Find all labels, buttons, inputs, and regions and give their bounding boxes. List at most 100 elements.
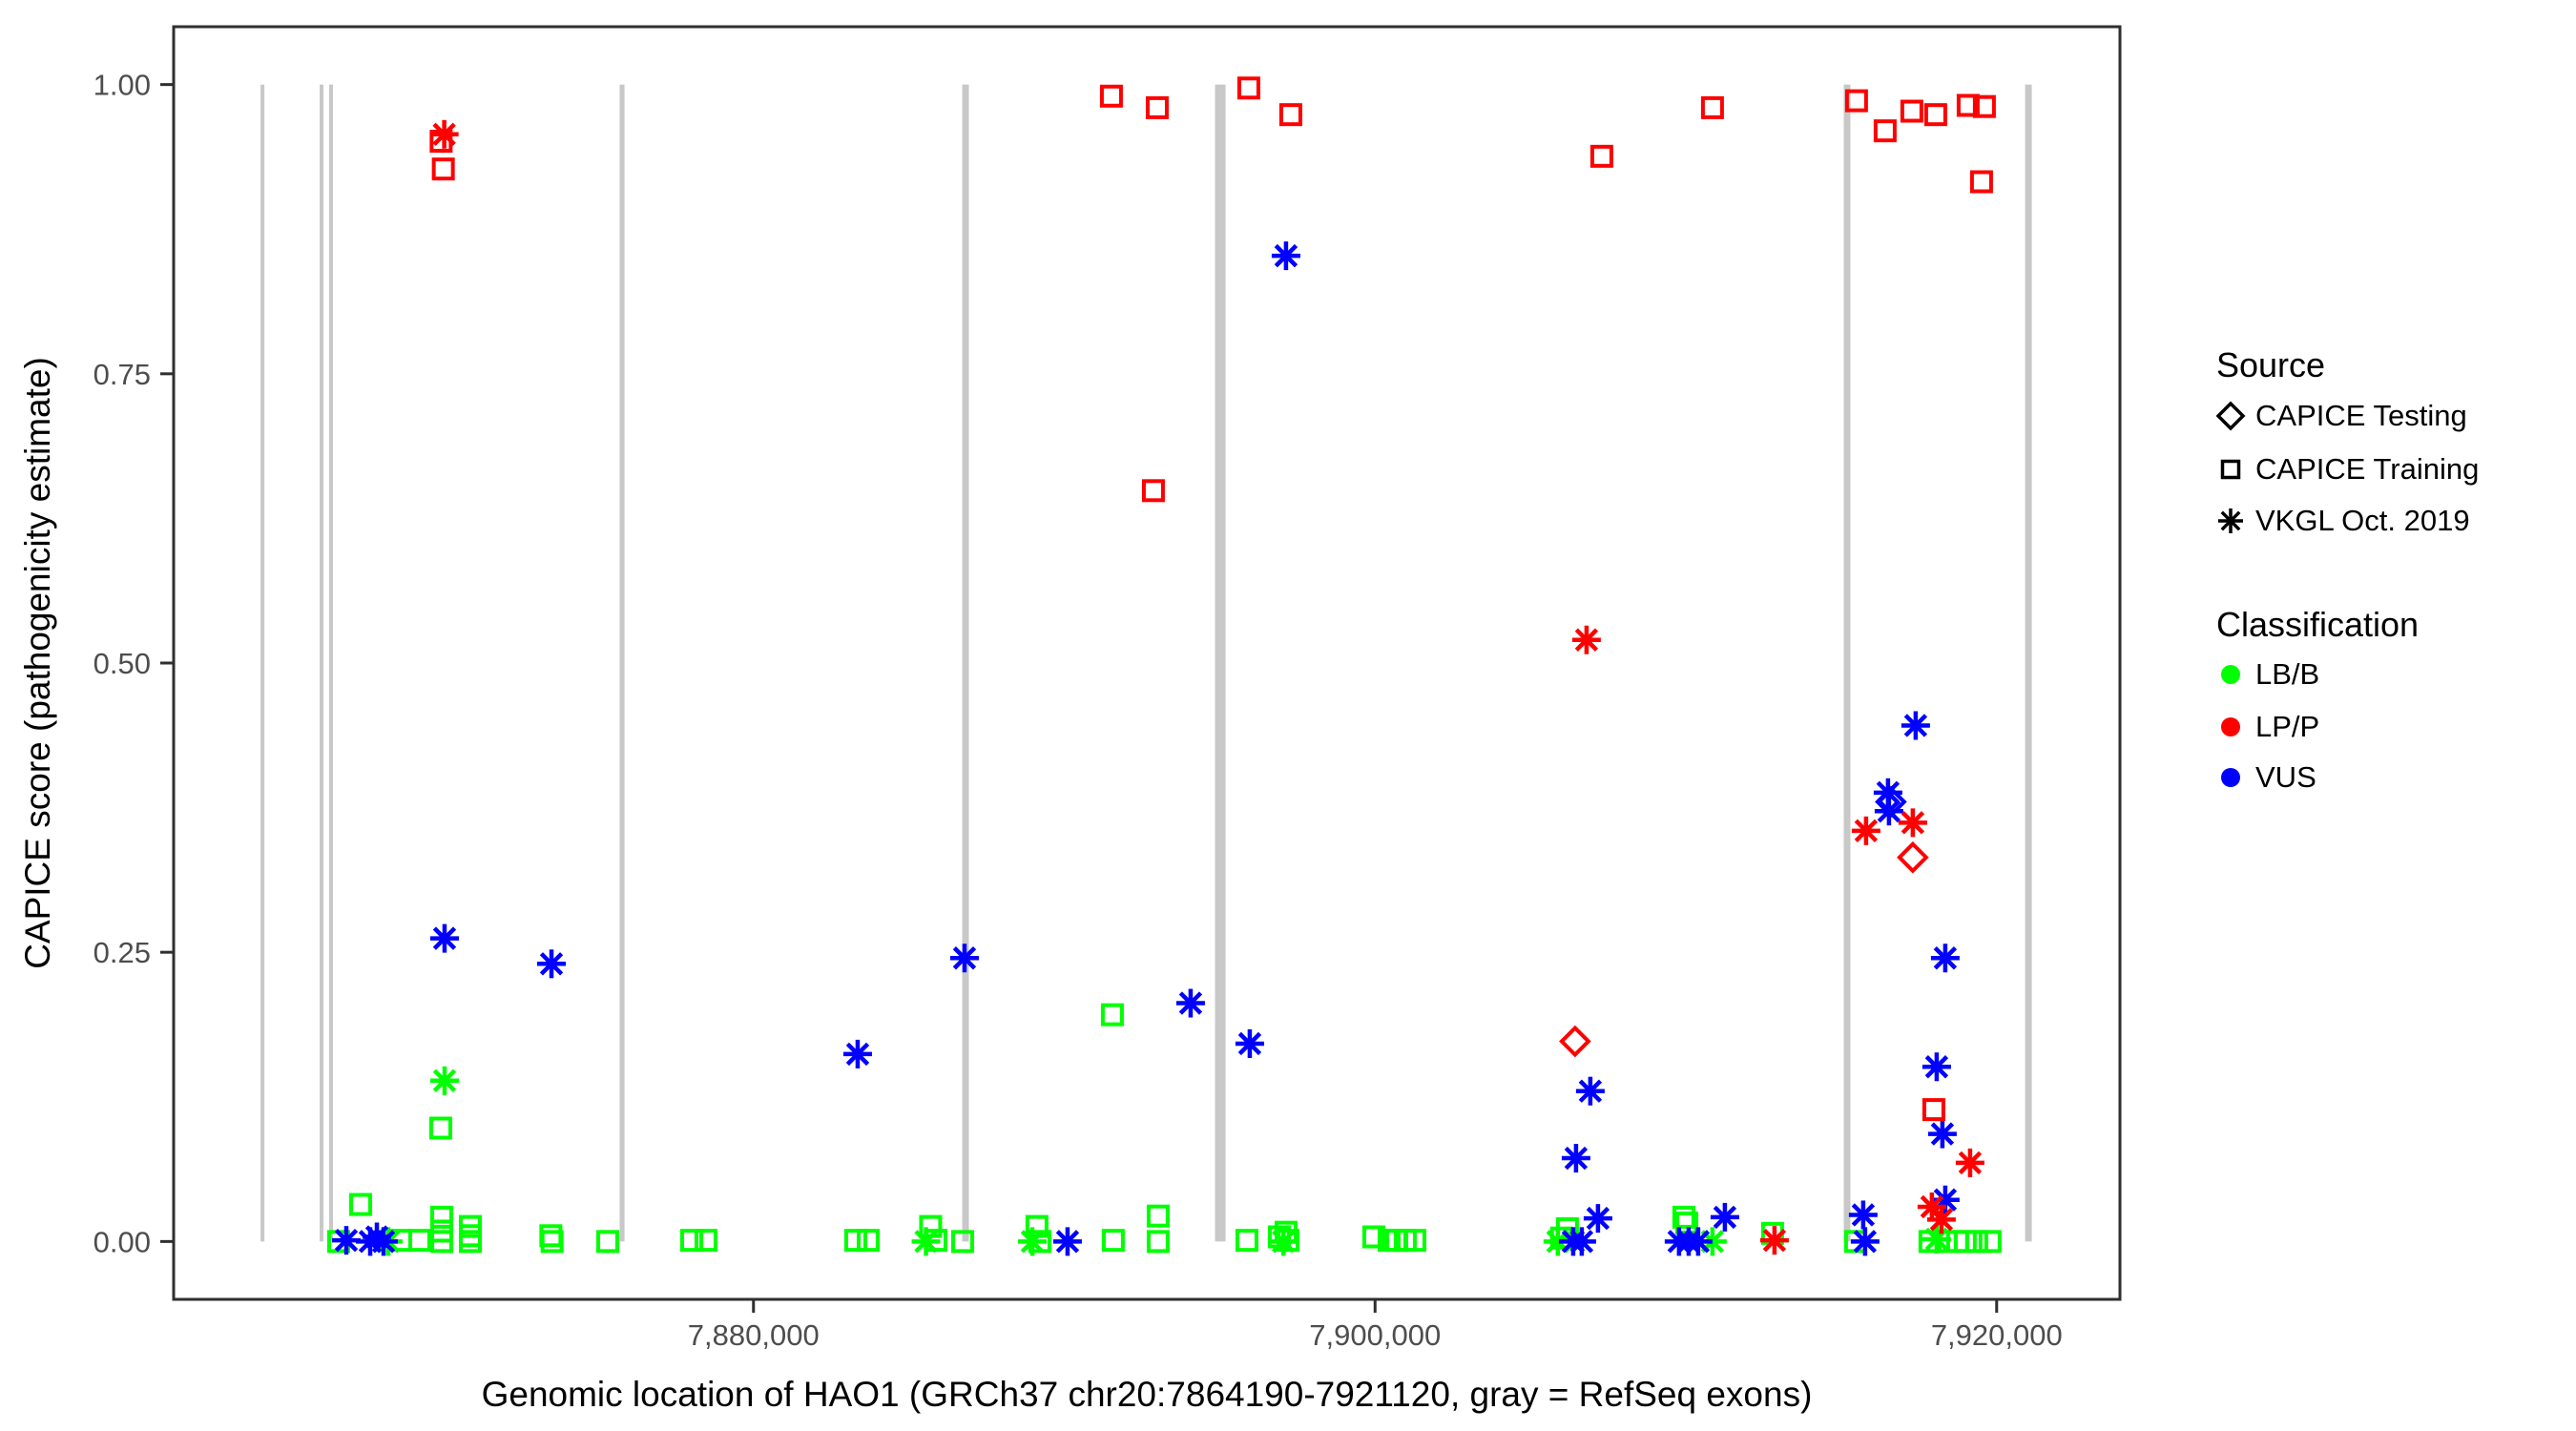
y-tick-label: 0.25: [93, 936, 151, 969]
data-point: [429, 119, 459, 149]
data-point: [1972, 94, 1996, 118]
data-point: [1926, 1205, 1956, 1234]
data-points-layer: [327, 76, 2002, 1256]
data-point: [1978, 1230, 2002, 1254]
data-point: [1759, 1226, 1789, 1255]
x-tick-label: 7,880,000: [688, 1318, 820, 1352]
exon-bars-layer: [260, 84, 2032, 1242]
data-point: [1930, 944, 1960, 973]
data-point: [1922, 1052, 1951, 1082]
data-point: [1589, 144, 1613, 168]
data-point: [1145, 95, 1169, 119]
data-point: [1922, 1098, 1945, 1122]
data-point: [679, 1229, 703, 1253]
data-point: [1099, 84, 1123, 108]
data-point: [1683, 1227, 1713, 1256]
data-point: [1900, 99, 1923, 123]
data-point: [1402, 1229, 1426, 1253]
data-point: [1235, 1028, 1264, 1058]
y-tick-label: 0.75: [93, 358, 151, 391]
data-point: [1559, 1025, 1591, 1058]
y-axis-title: CAPICE score (pathogenicity estimate): [18, 357, 57, 969]
data-point: [1710, 1202, 1739, 1232]
data-point: [331, 1226, 361, 1255]
data-point: [1028, 1230, 1051, 1254]
data-point: [458, 1230, 482, 1254]
data-point: [1897, 840, 1929, 874]
data-point: [349, 1192, 373, 1216]
exon-bar: [962, 84, 969, 1242]
data-point: [1956, 93, 1980, 117]
data-point: [1875, 785, 1907, 819]
data-point: [429, 1230, 453, 1254]
data-point: [1844, 89, 1868, 113]
data-point: [924, 1229, 947, 1253]
x-tick-label: 7,920,000: [1931, 1318, 2063, 1352]
exon-bar: [1215, 84, 1226, 1242]
data-point: [1898, 808, 1927, 838]
data-point: [1146, 1230, 1170, 1254]
axes-layer: 7,880,000 7,900,000 7,920,000 0.00 0.25 0.50 0…: [93, 25, 2122, 1352]
data-point: [1235, 1229, 1258, 1253]
data-point: [1146, 1204, 1170, 1228]
data-point: [1101, 1229, 1125, 1253]
data-point: [596, 1230, 620, 1254]
exon-bar: [320, 84, 324, 1242]
panel-border: [172, 25, 2122, 1301]
data-point: [1571, 625, 1601, 654]
data-point: [949, 944, 979, 973]
data-point: [369, 1227, 399, 1256]
exon-bar: [2025, 84, 2032, 1242]
data-point: [1236, 76, 1260, 100]
x-tick-label: 7,900,000: [1309, 1318, 1441, 1352]
data-point: [1964, 1230, 1988, 1254]
data-point: [1923, 103, 1947, 127]
y-tick-label: 0.50: [93, 647, 151, 680]
y-tick-label: 1.00: [93, 69, 151, 102]
data-point: [540, 1230, 564, 1254]
data-point: [1175, 988, 1205, 1018]
data-point: [1901, 711, 1930, 740]
data-point: [1969, 170, 1993, 194]
data-point: [431, 157, 455, 181]
x-axis-title: Genomic location of HAO1 (GRCh37 chr20:7…: [481, 1375, 1813, 1414]
data-point: [1561, 1144, 1590, 1173]
data-point: [1672, 1205, 1695, 1229]
data-point: [1927, 1119, 1957, 1149]
data-point: [1141, 479, 1165, 503]
data-point: [1955, 1148, 1984, 1177]
data-point: [407, 1229, 431, 1253]
exon-bar: [329, 84, 334, 1242]
y-tick-label: 0.00: [93, 1225, 151, 1258]
exon-bar: [619, 84, 625, 1242]
exon-bar: [260, 84, 265, 1242]
data-point: [843, 1229, 867, 1253]
data-point: [950, 1230, 974, 1254]
data-point: [1025, 1214, 1049, 1238]
data-point: [429, 923, 459, 953]
data-point: [1700, 95, 1724, 119]
data-point: [1052, 1227, 1082, 1256]
data-point: [1848, 1200, 1878, 1230]
data-point: [537, 949, 567, 979]
exon-bar: [1843, 84, 1851, 1242]
data-point: [842, 1039, 872, 1068]
data-point: [1271, 241, 1300, 271]
data-point: [1567, 1227, 1596, 1256]
data-point: [1278, 103, 1302, 127]
data-point: [1100, 1003, 1124, 1027]
data-point: [1361, 1225, 1385, 1249]
data-point: [694, 1229, 717, 1253]
data-point: [429, 1066, 459, 1095]
data-point: [1575, 1076, 1605, 1106]
data-point: [1850, 1227, 1880, 1256]
data-point: [1851, 816, 1880, 845]
data-point: [919, 1214, 943, 1238]
data-point: [856, 1229, 880, 1253]
data-point: [428, 1116, 452, 1140]
data-point: [1873, 119, 1897, 143]
data-point: [1277, 1229, 1300, 1253]
data-point: [429, 1205, 453, 1229]
